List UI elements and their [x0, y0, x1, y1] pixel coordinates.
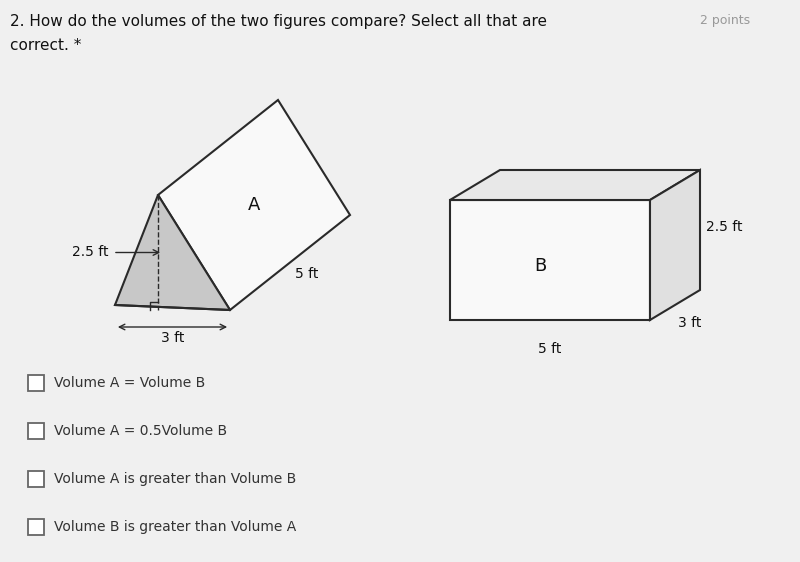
Polygon shape [115, 195, 230, 310]
Polygon shape [650, 170, 700, 320]
Polygon shape [450, 170, 700, 200]
Text: 2. How do the volumes of the two figures compare? Select all that are: 2. How do the volumes of the two figures… [10, 14, 547, 29]
Text: 3 ft: 3 ft [161, 331, 184, 345]
Text: 5 ft: 5 ft [295, 268, 318, 282]
Text: Volume A is greater than Volume B: Volume A is greater than Volume B [54, 472, 296, 486]
Text: Volume A = 0.5Volume B: Volume A = 0.5Volume B [54, 424, 227, 438]
Text: 5 ft: 5 ft [538, 342, 562, 356]
Text: correct. *: correct. * [10, 38, 82, 53]
Text: Volume B is greater than Volume A: Volume B is greater than Volume A [54, 520, 296, 534]
Text: Volume A = Volume B: Volume A = Volume B [54, 376, 206, 390]
Bar [28, 375, 44, 391]
Text: A: A [248, 196, 260, 214]
Text: 2.5 ft: 2.5 ft [71, 246, 108, 260]
Text: 2 points: 2 points [700, 14, 750, 27]
Text: 3 ft: 3 ft [678, 316, 701, 330]
Text: B: B [534, 257, 546, 275]
Bar [28, 471, 44, 487]
Bar [28, 423, 44, 439]
Text: 2.5 ft: 2.5 ft [706, 220, 742, 234]
Bar [28, 519, 44, 535]
Polygon shape [450, 200, 650, 320]
Polygon shape [158, 100, 350, 310]
